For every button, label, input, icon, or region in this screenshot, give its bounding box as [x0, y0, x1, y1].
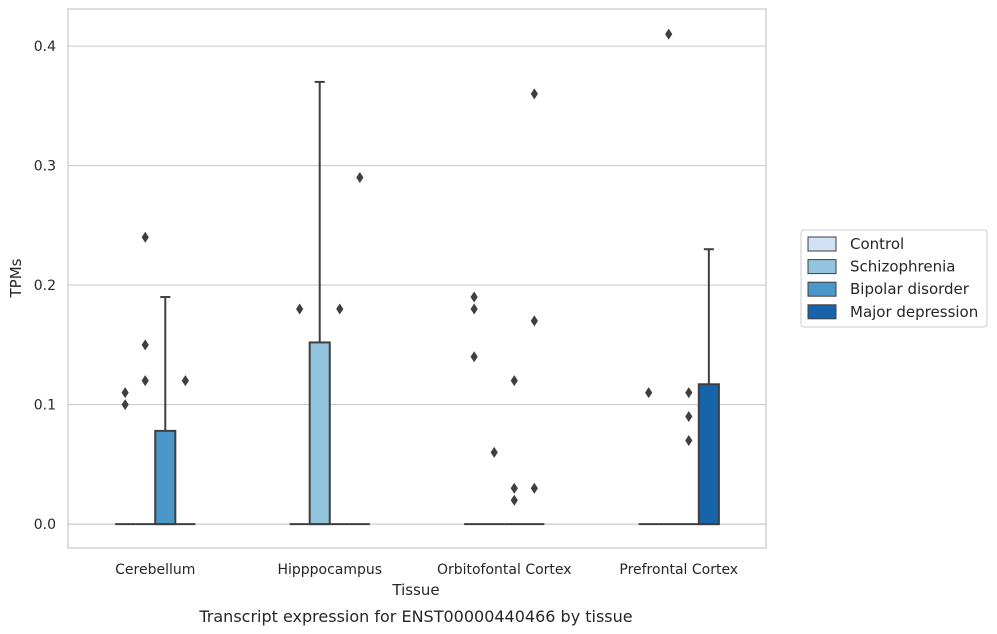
legend-label: Control [850, 235, 904, 253]
outlier-point [470, 291, 478, 303]
y-tick-label: 0.3 [34, 159, 56, 175]
outlier-point [181, 375, 189, 387]
y-tick-label: 0.4 [34, 39, 56, 55]
box-group [115, 387, 136, 526]
box-group [289, 303, 310, 526]
y-axis-label: TPMs [7, 258, 25, 298]
box-group [175, 375, 196, 526]
box [154, 429, 177, 526]
legend: Control Schizophrenia Bipolar disorder Majo… [800, 229, 988, 328]
boxplots [115, 28, 720, 526]
box-group [484, 446, 505, 526]
outlier-point [141, 231, 149, 243]
outlier-point [141, 339, 149, 351]
x-axis-ticks: Cerebellum Hipppocampus Orbitofontal Corte… [115, 562, 738, 578]
legend-swatch [807, 259, 837, 275]
box-group [678, 387, 699, 526]
legend-swatch [807, 236, 837, 252]
y-axis-ticks: 0.0 0.1 0.2 0.3 0.4 [34, 39, 56, 533]
outlier-point [490, 446, 498, 458]
outlier-point [510, 494, 518, 506]
y-tick-label: 0.0 [34, 517, 56, 533]
box-group [135, 231, 156, 526]
outlier-point [530, 88, 538, 100]
box-group [308, 80, 331, 526]
x-tick-label: Prefrontal Cortex [619, 562, 738, 578]
box-group [349, 172, 370, 526]
legend-swatch [807, 304, 837, 320]
outlier-point [141, 375, 149, 387]
outlier-point [356, 172, 364, 184]
outlier-point [685, 411, 693, 423]
outlier-point [530, 482, 538, 494]
outlier-point [470, 351, 478, 363]
outlier-point [685, 434, 693, 446]
legend-label: Schizophrenia [850, 258, 955, 276]
box-group [154, 296, 177, 526]
x-tick-label: Hipppocampus [277, 562, 382, 578]
x-tick-label: Orbitofontal Cortex [437, 562, 572, 578]
box-group [504, 375, 525, 526]
outlier-point [510, 482, 518, 494]
outlier-point [121, 399, 129, 411]
box-group [464, 291, 485, 526]
legend-swatch [807, 281, 837, 297]
plot-area-frame [67, 8, 767, 549]
x-tick-label: Cerebellum [115, 562, 195, 578]
box-group [524, 88, 545, 526]
figure-caption: Transcript expression for ENST0000044046… [198, 607, 632, 626]
outlier-point [645, 387, 653, 399]
outlier-point [470, 303, 478, 315]
outlier-point [296, 303, 304, 315]
outlier-point [510, 375, 518, 387]
outlier-point [665, 28, 673, 40]
box [308, 341, 331, 526]
outlier-point [336, 303, 344, 315]
x-axis-label: Tissue [391, 581, 439, 599]
box-group [658, 28, 679, 526]
legend-label: Major depression [850, 303, 978, 321]
box-group [697, 248, 720, 526]
outlier-point [530, 315, 538, 327]
legend-frame [800, 229, 988, 328]
y-tick-label: 0.1 [34, 398, 56, 414]
box-group [329, 303, 350, 526]
box-group [638, 387, 659, 526]
legend-label: Bipolar disorder [850, 280, 970, 298]
box [697, 383, 720, 526]
outlier-point [685, 387, 693, 399]
outlier-point [121, 387, 129, 399]
y-tick-label: 0.2 [34, 278, 56, 294]
